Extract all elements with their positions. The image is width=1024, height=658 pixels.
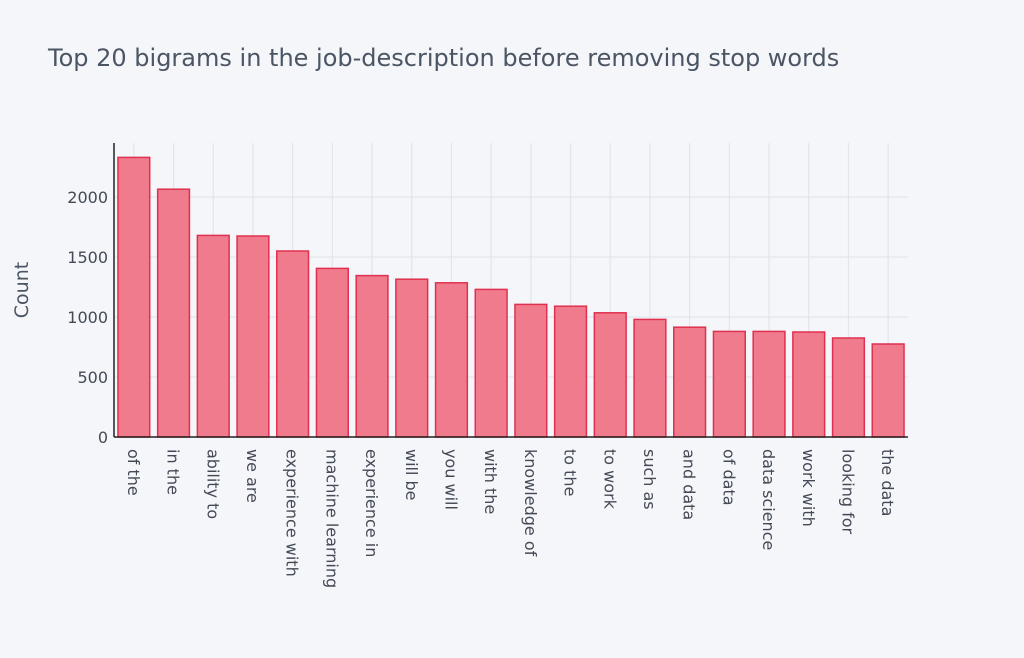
bar-layer xyxy=(117,156,905,438)
y-tick-label: 1000 xyxy=(67,308,108,327)
x-tick-label: in the xyxy=(164,449,183,495)
y-tick-label: 1500 xyxy=(67,248,108,267)
x-tick-label: to the xyxy=(561,449,580,496)
y-tick-label: 500 xyxy=(77,368,108,387)
x-tick-label: data science xyxy=(759,449,778,550)
bar[interactable] xyxy=(633,318,667,438)
x-tick-label: you will xyxy=(441,449,460,510)
x-tick-label: experience in xyxy=(362,449,381,557)
x-tick-label: with the xyxy=(481,449,500,514)
bar[interactable] xyxy=(276,250,310,438)
y-tick-label: 0 xyxy=(98,428,108,447)
y-axis-label: Count xyxy=(11,262,33,318)
bar[interactable] xyxy=(792,331,826,438)
bar[interactable] xyxy=(712,330,746,438)
bar[interactable] xyxy=(831,337,866,438)
bar[interactable] xyxy=(593,312,627,438)
bar[interactable] xyxy=(871,343,905,438)
x-tick-label: looking for xyxy=(838,449,857,535)
bar[interactable] xyxy=(117,156,151,438)
x-tick-label: we are xyxy=(243,449,262,503)
x-tick-label: ability to xyxy=(203,449,222,519)
bar[interactable] xyxy=(673,326,707,438)
x-tick-label: the data xyxy=(878,449,897,516)
bar[interactable] xyxy=(196,234,230,438)
bar[interactable] xyxy=(236,235,270,438)
x-tick-label: to work xyxy=(600,449,619,510)
x-tick-label: such as xyxy=(640,449,659,510)
x-tick-label: of the xyxy=(124,449,143,496)
bar[interactable] xyxy=(752,330,786,438)
x-tick-label: will be xyxy=(402,449,421,501)
bar[interactable] xyxy=(474,288,508,438)
y-tick-label: 2000 xyxy=(67,188,108,207)
chart-title: Top 20 bigrams in the job-description be… xyxy=(48,44,840,72)
bar[interactable] xyxy=(553,305,588,438)
bar[interactable] xyxy=(395,278,429,438)
bar[interactable] xyxy=(355,274,389,438)
x-tick-label: of data xyxy=(719,449,738,506)
x-tick-label: machine learning xyxy=(322,449,341,588)
axis-layer: 0 500 1000 1500 2000 of the in the ability to we… xyxy=(67,143,908,588)
x-tick-label: and data xyxy=(680,449,699,520)
bar[interactable] xyxy=(315,267,349,438)
grid-layer xyxy=(114,143,908,437)
x-tick-label: knowledge of xyxy=(521,449,540,557)
x-tick-label: work with xyxy=(799,449,818,527)
bar[interactable] xyxy=(156,188,191,438)
bar[interactable] xyxy=(434,282,469,438)
bar[interactable] xyxy=(514,303,548,438)
x-tick-label: experience with xyxy=(283,449,302,577)
